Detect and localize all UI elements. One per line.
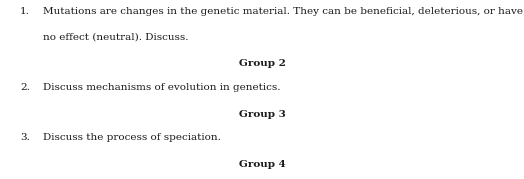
- Text: 2.: 2.: [20, 83, 30, 92]
- Text: Discuss the process of speciation.: Discuss the process of speciation.: [43, 133, 221, 142]
- Text: Group 2: Group 2: [238, 59, 286, 68]
- Text: Mutations are changes in the genetic material. They can be beneficial, deleterio: Mutations are changes in the genetic mat…: [43, 7, 523, 16]
- Text: Group 3: Group 3: [238, 110, 286, 119]
- Text: Group 4: Group 4: [238, 160, 286, 169]
- Text: no effect (neutral). Discuss.: no effect (neutral). Discuss.: [43, 32, 189, 41]
- Text: 3.: 3.: [20, 133, 30, 142]
- Text: 1.: 1.: [20, 7, 30, 16]
- Text: Discuss mechanisms of evolution in genetics.: Discuss mechanisms of evolution in genet…: [43, 83, 280, 92]
